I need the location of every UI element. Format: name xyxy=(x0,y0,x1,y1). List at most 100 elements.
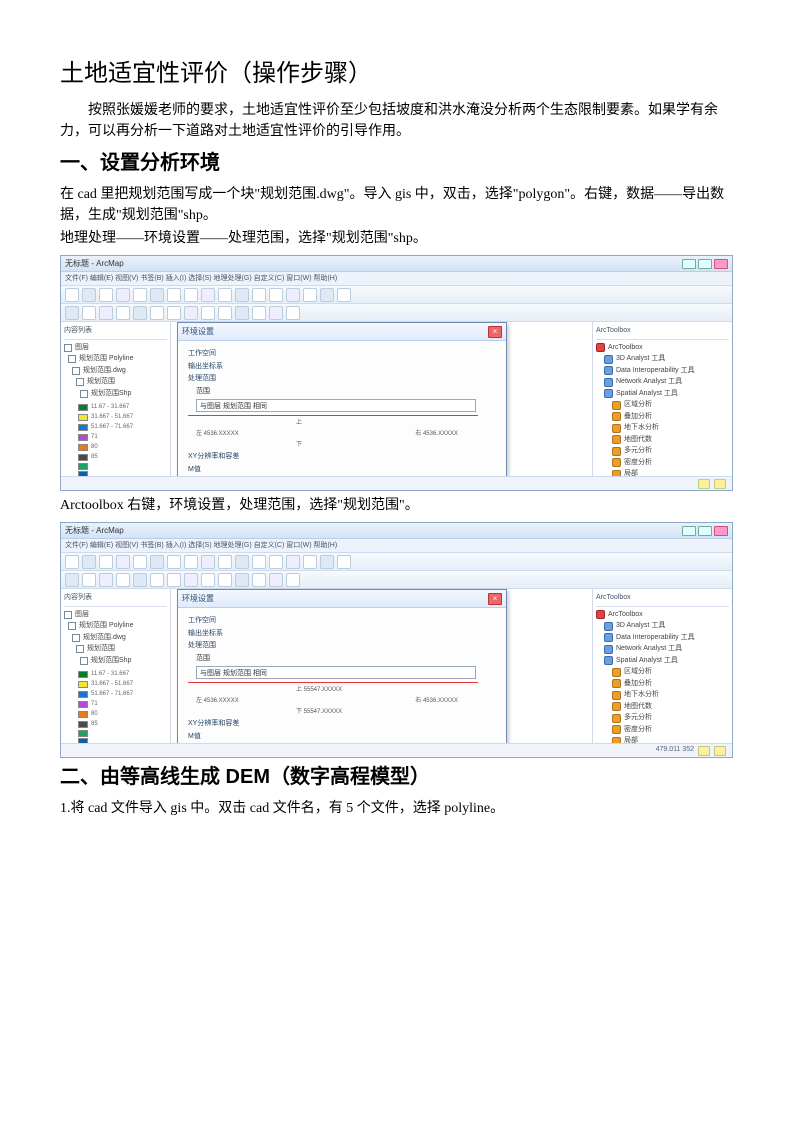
dialog-close-button[interactable]: × xyxy=(488,326,502,338)
toc-item[interactable]: 规划范围.dwg xyxy=(64,366,167,377)
tool-button[interactable] xyxy=(116,306,130,320)
toolbox-node[interactable]: Network Analyst 工具 xyxy=(596,644,729,655)
tool-button[interactable] xyxy=(150,573,164,587)
close-button[interactable] xyxy=(714,526,728,536)
tool-button[interactable] xyxy=(286,306,300,320)
tool-button[interactable] xyxy=(235,306,249,320)
toolbox-node[interactable]: 地图代数 xyxy=(596,435,729,446)
tool-button[interactable] xyxy=(99,573,113,587)
range-input[interactable]: 与图层 规划范围 相同 xyxy=(196,666,476,679)
tool-button[interactable] xyxy=(252,288,266,302)
toc-item[interactable]: 规划范围.dwg xyxy=(64,633,167,644)
tool-button[interactable] xyxy=(116,555,130,569)
tool-button[interactable] xyxy=(201,306,215,320)
tool-button[interactable] xyxy=(252,555,266,569)
tool-button[interactable] xyxy=(201,555,215,569)
toolbox-node[interactable]: 局部 xyxy=(596,736,729,743)
close-button[interactable] xyxy=(714,259,728,269)
tool-button[interactable] xyxy=(337,555,351,569)
toolbox-node[interactable]: Data Interoperability 工具 xyxy=(596,633,729,644)
tool-button[interactable] xyxy=(286,288,300,302)
tool-button[interactable] xyxy=(150,288,164,302)
tool-button[interactable] xyxy=(184,288,198,302)
toc-item[interactable]: 规划范围 Polyline xyxy=(64,621,167,632)
tool-button[interactable] xyxy=(65,573,79,587)
dlg-section[interactable]: XY分辨率和容差 xyxy=(188,452,496,463)
toc-item[interactable]: 图层 xyxy=(64,610,167,621)
dlg-section[interactable]: M值 xyxy=(188,465,496,476)
toolbox-node[interactable]: 3D Analyst 工具 xyxy=(596,354,729,365)
toolbox-node[interactable]: 密度分析 xyxy=(596,458,729,469)
tool-button[interactable] xyxy=(218,573,232,587)
dialog-close-button[interactable]: × xyxy=(488,593,502,605)
toc-item[interactable]: 规划范围 Polyline xyxy=(64,354,167,365)
toolbox-node[interactable]: 多元分析 xyxy=(596,446,729,457)
tool-button[interactable] xyxy=(150,306,164,320)
toolbox-node[interactable]: Spatial Analyst 工具 xyxy=(596,656,729,667)
maximize-button[interactable] xyxy=(698,526,712,536)
toolbox-node[interactable]: 3D Analyst 工具 xyxy=(596,621,729,632)
tool-button[interactable] xyxy=(133,306,147,320)
menubar[interactable]: 文件(F) 编辑(E) 视图(V) 书签(B) 插入(I) 选择(S) 地理处理… xyxy=(61,539,732,553)
tool-button[interactable] xyxy=(269,555,283,569)
tool-button[interactable] xyxy=(65,288,79,302)
tool-button[interactable] xyxy=(269,306,283,320)
tool-button[interactable] xyxy=(269,573,283,587)
tool-button[interactable] xyxy=(184,573,198,587)
tool-button[interactable] xyxy=(303,555,317,569)
tool-button[interactable] xyxy=(82,555,96,569)
tool-button[interactable] xyxy=(201,288,215,302)
tool-button[interactable] xyxy=(65,306,79,320)
tool-button[interactable] xyxy=(82,306,96,320)
tool-button[interactable] xyxy=(133,573,147,587)
dlg-section[interactable]: XY分辨率和容差 xyxy=(188,719,496,730)
toc-item[interactable]: 规划范围Shp xyxy=(64,389,167,400)
dlg-section[interactable]: 工作空间 xyxy=(188,616,496,627)
dlg-section[interactable]: 工作空间 xyxy=(188,349,496,360)
tool-button[interactable] xyxy=(116,288,130,302)
map-canvas[interactable]: 环境设置 × 工作空间 输出坐标系 处理范围 范围 与图层 规划范围 相同 上 … xyxy=(171,589,592,743)
toolbox-node[interactable]: 叠加分析 xyxy=(596,679,729,690)
toc-item[interactable]: 规划范围Shp xyxy=(64,656,167,667)
toolbox-node[interactable]: 密度分析 xyxy=(596,725,729,736)
tool-button[interactable] xyxy=(150,555,164,569)
tool-button[interactable] xyxy=(167,555,181,569)
toolbox-node[interactable]: Data Interoperability 工具 xyxy=(596,366,729,377)
tool-button[interactable] xyxy=(201,573,215,587)
maximize-button[interactable] xyxy=(698,259,712,269)
tool-button[interactable] xyxy=(133,288,147,302)
toolbox-node[interactable]: Spatial Analyst 工具 xyxy=(596,389,729,400)
toc-item[interactable]: 规划范围 xyxy=(64,644,167,655)
toolbox-node[interactable]: ArcToolbox xyxy=(596,610,729,621)
tool-button[interactable] xyxy=(320,288,334,302)
tool-button[interactable] xyxy=(286,573,300,587)
tool-button[interactable] xyxy=(82,288,96,302)
tool-button[interactable] xyxy=(269,288,283,302)
tool-button[interactable] xyxy=(286,555,300,569)
tool-button[interactable] xyxy=(184,555,198,569)
tool-button[interactable] xyxy=(218,555,232,569)
tool-button[interactable] xyxy=(235,555,249,569)
tool-button[interactable] xyxy=(167,573,181,587)
tool-button[interactable] xyxy=(252,306,266,320)
tool-button[interactable] xyxy=(218,306,232,320)
dlg-section[interactable]: 输出坐标系 xyxy=(188,629,496,640)
tool-button[interactable] xyxy=(303,288,317,302)
dlg-section[interactable]: 输出坐标系 xyxy=(188,362,496,373)
menubar[interactable]: 文件(F) 编辑(E) 视图(V) 书签(B) 插入(I) 选择(S) 地理处理… xyxy=(61,272,732,286)
dlg-section[interactable]: 处理范围 xyxy=(188,374,496,385)
dlg-section[interactable]: M值 xyxy=(188,732,496,743)
toc-item[interactable]: 规划范围 xyxy=(64,377,167,388)
tool-button[interactable] xyxy=(65,555,79,569)
toolbox-node[interactable]: 地图代数 xyxy=(596,702,729,713)
toolbox-node[interactable]: Network Analyst 工具 xyxy=(596,377,729,388)
toolbox-node[interactable]: 区域分析 xyxy=(596,667,729,678)
tool-button[interactable] xyxy=(252,573,266,587)
tool-button[interactable] xyxy=(320,555,334,569)
map-canvas[interactable]: 环境设置 × 工作空间 输出坐标系 处理范围 范围 与图层 规划范围 相同 上 … xyxy=(171,322,592,476)
tool-button[interactable] xyxy=(116,573,130,587)
toolbox-node[interactable]: 地下水分析 xyxy=(596,423,729,434)
tool-button[interactable] xyxy=(184,306,198,320)
tool-button[interactable] xyxy=(167,306,181,320)
range-input[interactable]: 与图层 规划范围 相同 xyxy=(196,399,476,412)
